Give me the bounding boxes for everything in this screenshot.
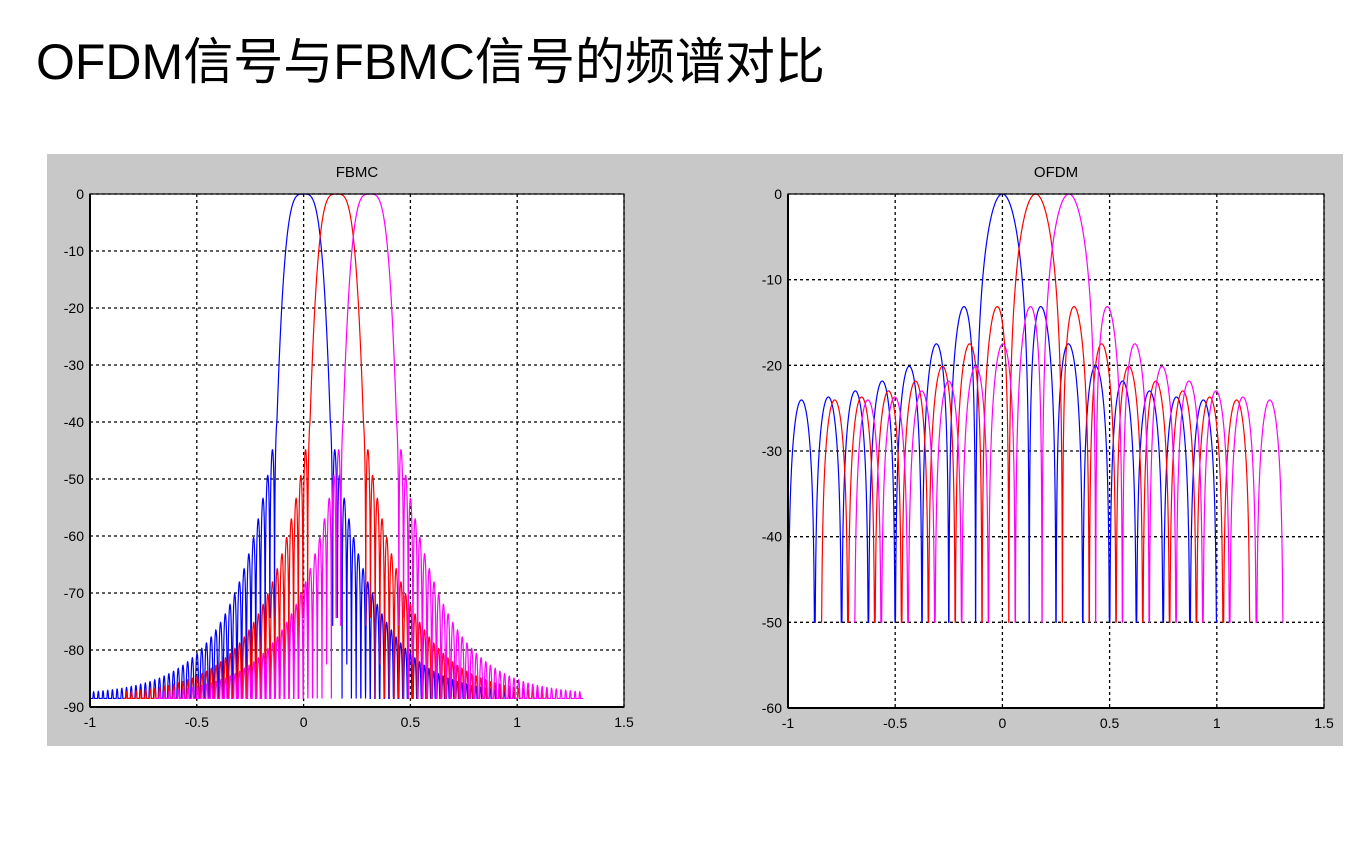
y-tick-label: -50	[762, 614, 782, 630]
x-tick-label: -0.5	[883, 715, 907, 731]
y-tick-label: 0	[774, 186, 782, 202]
x-tick-label: -1	[84, 714, 97, 730]
x-tick-label: 1	[513, 714, 521, 730]
y-tick-label: -30	[64, 357, 84, 373]
x-tick-label: -1	[782, 715, 795, 731]
y-tick-label: -30	[762, 443, 782, 459]
y-tick-label: -60	[64, 528, 84, 544]
y-tick-label: -60	[762, 700, 782, 716]
x-tick-label: 1	[1213, 715, 1221, 731]
x-tick-label: 0	[999, 715, 1007, 731]
y-tick-label: -10	[64, 243, 84, 259]
y-tick-label: -20	[64, 300, 84, 316]
x-tick-label: 1.5	[614, 714, 634, 730]
x-tick-label: 0.5	[401, 714, 421, 730]
y-tick-label: -10	[762, 272, 782, 288]
y-tick-label: -40	[64, 414, 84, 430]
x-tick-label: -0.5	[185, 714, 209, 730]
chart-title: OFDM	[1034, 164, 1078, 181]
chart-title: FBMC	[336, 164, 379, 181]
fbmc-chart: -1 -0.5 0 0.5 1 1.5 0 -10 -20 -30 -40 -50 -60 -70 -80 -…	[64, 164, 634, 730]
slide-title: OFDM信号与FBMC信号的频谱对比	[36, 34, 825, 90]
y-tick-label: -40	[762, 529, 782, 545]
x-tick-label: 0	[300, 714, 308, 730]
x-tick-label: 0.5	[1100, 715, 1120, 731]
y-tick-label: 0	[76, 186, 84, 202]
ofdm-chart: -1 -0.5 0 0.5 1 1.5 0 -10 -20 -30 -40 -50 -60 OFDM	[762, 164, 1334, 731]
y-tick-label: -20	[762, 357, 782, 373]
y-tick-label: -90	[64, 699, 84, 715]
y-tick-label: -50	[64, 471, 84, 487]
y-tick-label: -70	[64, 585, 84, 601]
x-tick-label: 1.5	[1314, 715, 1334, 731]
y-tick-label: -80	[64, 642, 84, 658]
figure-panel: -1 -0.5 0 0.5 1 1.5 0 -10 -20 -30 -40 -50 -60 -70 -80-…	[47, 154, 1343, 746]
figure-canvas: -1 -0.5 0 0.5 1 1.50-10-20-30-40-50-60-70-80-…	[64, 164, 1334, 731]
